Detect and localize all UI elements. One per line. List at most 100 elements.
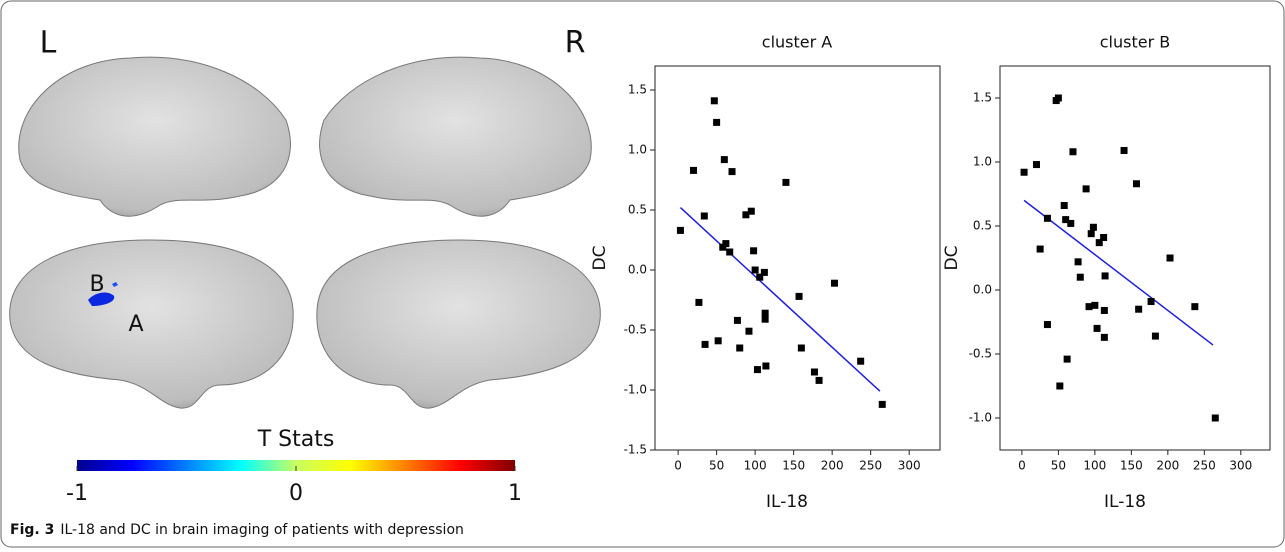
data-point [695, 298, 703, 306]
data-point [719, 243, 727, 251]
colorbar [77, 460, 515, 471]
data-point [760, 268, 768, 276]
cluster-label: A [128, 312, 143, 337]
colorbar-tick-label: -1 [66, 481, 88, 506]
data-point [1120, 146, 1128, 154]
x-tick-label: 150 [782, 459, 805, 473]
x-tick-label: 50 [1051, 459, 1066, 473]
data-point [761, 309, 769, 317]
x-axis-label: IL-18 [1104, 492, 1146, 512]
data-point [795, 292, 803, 300]
data-point [710, 97, 718, 105]
y-tick-label: 1.0 [628, 143, 647, 157]
colorbar-tick-label: 0 [289, 481, 303, 506]
data-point [857, 357, 865, 365]
data-point [1087, 230, 1095, 238]
plot-frame [999, 65, 1271, 451]
x-tick-label: 50 [709, 459, 724, 473]
data-point [1082, 185, 1090, 193]
caption-label: Fig. 3 [10, 522, 54, 538]
data-point [722, 240, 730, 248]
data-point [753, 366, 761, 374]
x-tick-label: 100 [1083, 459, 1106, 473]
panel-label: L [40, 26, 57, 61]
data-point [733, 316, 741, 324]
data-point [1100, 333, 1108, 341]
data-point [1056, 382, 1064, 390]
data-point [1101, 272, 1109, 280]
data-point [810, 368, 818, 376]
data-point [1091, 301, 1099, 309]
data-point [762, 362, 770, 370]
cluster-label: B [89, 272, 104, 297]
data-point [797, 344, 805, 352]
data-point [736, 344, 744, 352]
data-point [1020, 168, 1028, 176]
data-point [1132, 180, 1140, 188]
colorbar-title: T Stats [257, 427, 335, 452]
data-point [1043, 321, 1051, 329]
data-point [1076, 273, 1084, 281]
x-tick-label: 0 [1018, 459, 1026, 473]
y-tick-label: 0.5 [973, 219, 992, 233]
data-point [1095, 239, 1103, 247]
x-tick-label: 250 [859, 459, 882, 473]
data-point [750, 247, 758, 255]
x-tick-label: 150 [1120, 459, 1143, 473]
data-point [701, 340, 709, 348]
data-point [1147, 298, 1155, 306]
data-point [761, 315, 769, 323]
chart-title: cluster B [1100, 33, 1170, 52]
data-point [830, 279, 838, 287]
data-point [726, 248, 734, 256]
data-point [720, 156, 728, 164]
data-point [742, 211, 750, 219]
x-tick-label: 200 [821, 459, 844, 473]
x-axis-label: IL-18 [766, 492, 808, 512]
y-tick-label: 0.5 [628, 203, 647, 217]
data-point [713, 118, 721, 126]
x-tick-label: 300 [1229, 459, 1252, 473]
data-point [690, 166, 698, 174]
y-tick-label: -1.0 [624, 383, 647, 397]
data-point [815, 376, 823, 384]
data-point [676, 226, 684, 234]
fit-line [679, 207, 881, 392]
data-point [782, 178, 790, 186]
data-point [1135, 305, 1143, 313]
y-tick-label: 1.0 [973, 155, 992, 169]
data-point [1036, 245, 1044, 253]
y-axis-label: DC [590, 246, 610, 271]
plot-frame [654, 65, 941, 451]
y-tick-label: 1.5 [973, 91, 992, 105]
data-point [1054, 94, 1062, 102]
data-point [747, 207, 755, 215]
data-point [1032, 161, 1040, 169]
chart-title: cluster A [762, 33, 833, 52]
data-point [1067, 219, 1075, 227]
data-point [1089, 223, 1097, 231]
data-point [1100, 234, 1108, 242]
x-tick-label: 0 [674, 459, 682, 473]
y-tick-label: -1.0 [969, 411, 992, 425]
y-tick-label: 1.5 [628, 83, 647, 97]
x-tick-label: 300 [898, 459, 921, 473]
data-point [1074, 258, 1082, 266]
caption: Fig. 3 IL-18 and DC in brain imaging of p… [10, 522, 464, 538]
colorbar-tick-label: 1 [508, 481, 522, 506]
data-point [1151, 332, 1159, 340]
data-point [1191, 303, 1199, 311]
y-axis-label: DC [942, 246, 962, 271]
data-point [1062, 216, 1070, 224]
x-tick-label: 200 [1156, 459, 1179, 473]
y-tick-label: -1.5 [624, 443, 647, 457]
x-tick-label: 250 [1193, 459, 1216, 473]
data-point [751, 266, 759, 274]
data-point [1043, 214, 1051, 222]
y-tick-label: -0.5 [624, 323, 647, 337]
y-tick-label: -0.5 [969, 347, 992, 361]
data-point [745, 327, 753, 335]
data-point [714, 337, 722, 345]
brain-surfaces [9, 56, 601, 409]
data-point [1063, 355, 1071, 363]
